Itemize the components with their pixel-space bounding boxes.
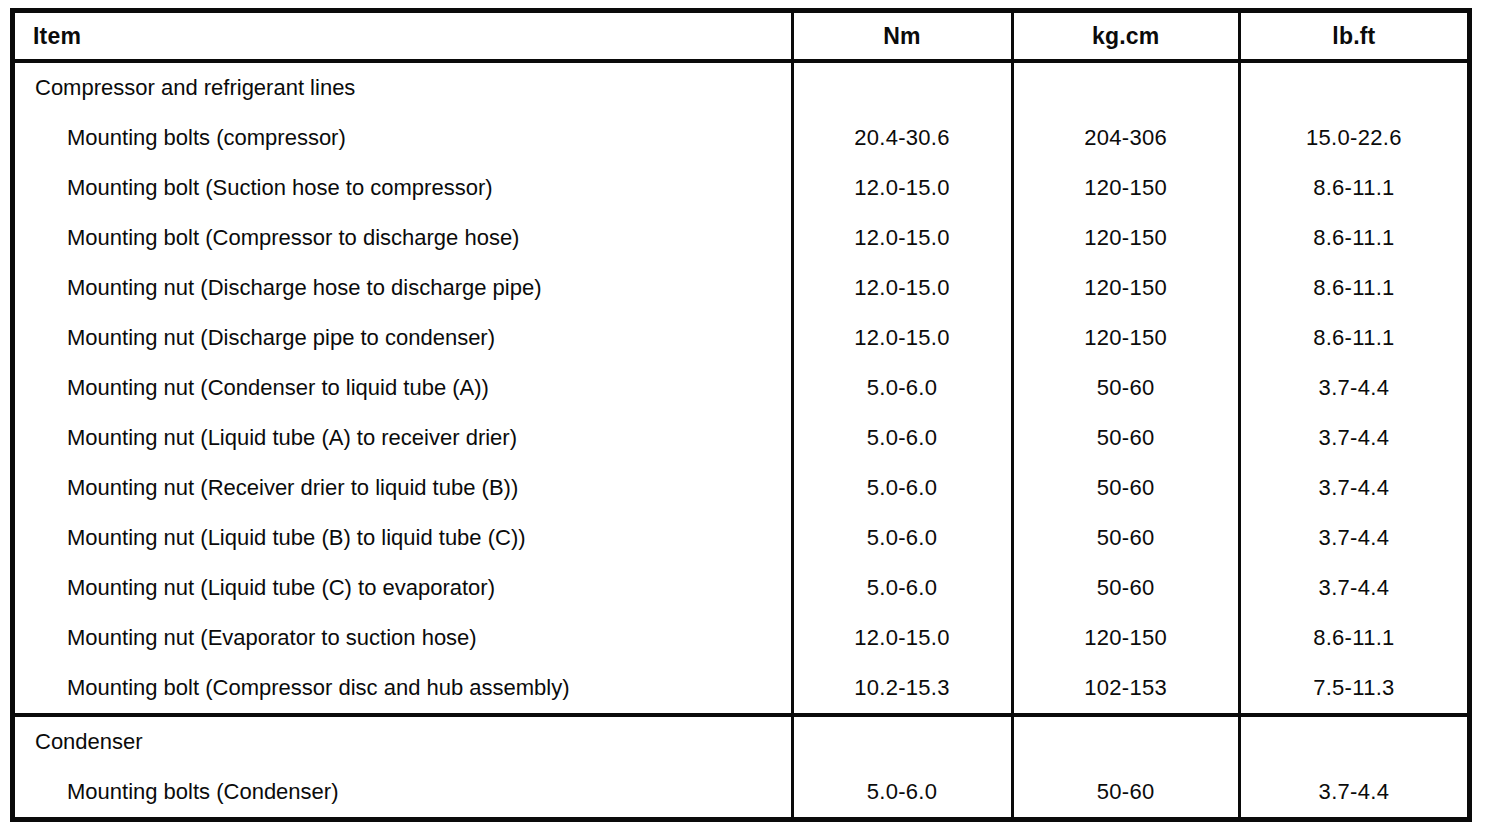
section-title-row: Condenser [13,715,1470,767]
table-row: Mounting nut (Liquid tube (B) to liquid … [13,513,1470,563]
kgcm-cell: 120-150 [1012,213,1239,263]
kgcm-cell: 50-60 [1012,363,1239,413]
kgcm-cell: 50-60 [1012,767,1239,820]
table-row: Mounting bolt (Compressor disc and hub a… [13,663,1470,715]
lbft-cell: 3.7-4.4 [1239,513,1469,563]
nm-cell: 5.0-6.0 [792,767,1012,820]
table-row: Mounting nut (Liquid tube (A) to receive… [13,413,1470,463]
scanned-manual-page: Item Nm kg.cm lb.ft Compressor and refri… [0,0,1488,832]
lbft-cell: 15.0-22.6 [1239,113,1469,163]
item-cell: Mounting bolts (compressor) [13,113,793,163]
table-row: Mounting bolt (Compressor to discharge h… [13,213,1470,263]
lbft-cell: 8.6-11.1 [1239,263,1469,313]
table-row: Mounting bolts (Condenser)5.0-6.050-603.… [13,767,1470,820]
kgcm-cell: 50-60 [1012,413,1239,463]
nm-cell: 5.0-6.0 [792,363,1012,413]
kgcm-cell: 102-153 [1012,663,1239,715]
lbft-cell: 3.7-4.4 [1239,767,1469,820]
item-cell: Mounting nut (Discharge hose to discharg… [13,263,793,313]
item-cell: Mounting nut (Liquid tube (A) to receive… [13,413,793,463]
lbft-cell: 8.6-11.1 [1239,213,1469,263]
table-row: Mounting bolts (compressor)20.4-30.6204-… [13,113,1470,163]
lbft-cell: 8.6-11.1 [1239,313,1469,363]
lbft-cell: 8.6-11.1 [1239,613,1469,663]
nm-cell: 5.0-6.0 [792,513,1012,563]
item-cell: Mounting nut (Liquid tube (C) to evapora… [13,563,793,613]
kgcm-cell-empty [1012,715,1239,767]
item-cell: Mounting nut (Condenser to liquid tube (… [13,363,793,413]
table-row: Mounting nut (Discharge pipe to condense… [13,313,1470,363]
lbft-cell: 3.7-4.4 [1239,463,1469,513]
lbft-cell: 3.7-4.4 [1239,563,1469,613]
nm-cell: 12.0-15.0 [792,163,1012,213]
item-cell: Mounting nut (Discharge pipe to condense… [13,313,793,363]
lbft-cell: 7.5-11.3 [1239,663,1469,715]
lbft-cell-empty [1239,715,1469,767]
nm-cell: 5.0-6.0 [792,563,1012,613]
nm-cell: 12.0-15.0 [792,263,1012,313]
lbft-cell: 8.6-11.1 [1239,163,1469,213]
table-row: Mounting nut (Discharge hose to discharg… [13,263,1470,313]
nm-cell: 12.0-15.0 [792,213,1012,263]
nm-cell: 10.2-15.3 [792,663,1012,715]
table-row: Mounting bolt (Suction hose to compresso… [13,163,1470,213]
kgcm-cell: 204-306 [1012,113,1239,163]
column-header-item: Item [13,11,793,62]
nm-cell: 20.4-30.6 [792,113,1012,163]
column-header-kgcm: kg.cm [1012,11,1239,62]
table-row: Mounting nut (Condenser to liquid tube (… [13,363,1470,413]
kgcm-cell: 50-60 [1012,563,1239,613]
kgcm-cell: 50-60 [1012,463,1239,513]
header-row: Item Nm kg.cm lb.ft [13,11,1470,62]
column-header-lbft: lb.ft [1239,11,1469,62]
kgcm-cell: 120-150 [1012,613,1239,663]
item-cell: Mounting bolt (Compressor disc and hub a… [13,663,793,715]
lbft-cell: 3.7-4.4 [1239,413,1469,463]
nm-cell-empty [792,61,1012,113]
item-cell: Mounting nut (Receiver drier to liquid t… [13,463,793,513]
kgcm-cell: 120-150 [1012,263,1239,313]
section-title: Condenser [13,715,793,767]
item-cell: Mounting nut (Evaporator to suction hose… [13,613,793,663]
kgcm-cell: 50-60 [1012,513,1239,563]
kgcm-cell-empty [1012,61,1239,113]
nm-cell: 12.0-15.0 [792,613,1012,663]
item-cell: Mounting bolt (Suction hose to compresso… [13,163,793,213]
item-cell: Mounting bolt (Compressor to discharge h… [13,213,793,263]
nm-cell-empty [792,715,1012,767]
item-cell: Mounting nut (Liquid tube (B) to liquid … [13,513,793,563]
table-row: Mounting nut (Evaporator to suction hose… [13,613,1470,663]
nm-cell: 5.0-6.0 [792,413,1012,463]
table-row: Mounting nut (Receiver drier to liquid t… [13,463,1470,513]
column-header-nm: Nm [792,11,1012,62]
nm-cell: 12.0-15.0 [792,313,1012,363]
section-title: Compressor and refrigerant lines [13,61,793,113]
table-row: Mounting nut (Liquid tube (C) to evapora… [13,563,1470,613]
item-cell: Mounting bolts (Condenser) [13,767,793,820]
section-title-row: Compressor and refrigerant lines [13,61,1470,113]
torque-spec-table: Item Nm kg.cm lb.ft Compressor and refri… [10,8,1472,822]
lbft-cell-empty [1239,61,1469,113]
kgcm-cell: 120-150 [1012,313,1239,363]
nm-cell: 5.0-6.0 [792,463,1012,513]
kgcm-cell: 120-150 [1012,163,1239,213]
lbft-cell: 3.7-4.4 [1239,363,1469,413]
